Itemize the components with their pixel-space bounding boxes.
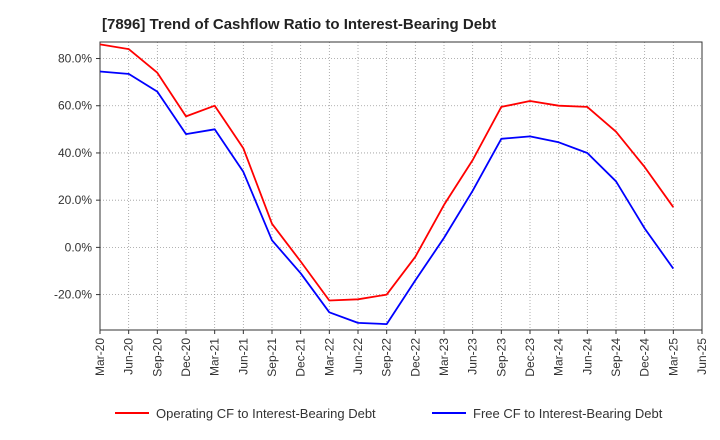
legend: Operating CF to Interest-Bearing Debt Fre… xyxy=(115,406,663,421)
x-tick-label: Jun-23 xyxy=(466,338,480,375)
x-tick-label: Mar-20 xyxy=(93,338,107,376)
axis-layer: -20.0% 0.0% 20.0% 40.0% 60.0% 80.0% Mar-20 Jun-… xyxy=(54,41,709,377)
y-tick-label: 0.0% xyxy=(65,240,93,254)
grid-layer xyxy=(99,42,703,330)
x-tick-label: Dec-22 xyxy=(408,338,422,377)
x-tick-label: Sep-21 xyxy=(265,338,279,377)
x-tick-label: Mar-25 xyxy=(666,338,680,376)
plot-frame xyxy=(99,41,703,331)
x-tick-label: Mar-22 xyxy=(322,338,336,376)
x-tick-label: Dec-20 xyxy=(179,338,193,377)
x-tick-label: Mar-23 xyxy=(437,338,451,376)
x-tick-label: Jun-21 xyxy=(236,338,250,375)
x-tick-label: Jun-22 xyxy=(351,338,365,375)
y-tick-label: 80.0% xyxy=(58,52,92,66)
chart-title: [7896] Trend of Cashflow Ratio to Intere… xyxy=(102,16,497,33)
y-tick-label: 20.0% xyxy=(58,193,92,207)
series-line-0 xyxy=(99,43,675,302)
x-tick-label: Mar-24 xyxy=(552,338,566,376)
legend-label-0: Operating CF to Interest-Bearing Debt xyxy=(156,406,376,421)
x-tick-label: Sep-23 xyxy=(494,338,508,377)
series-layer xyxy=(99,43,675,326)
x-tick-label: Sep-22 xyxy=(380,338,394,377)
x-tick-label: Dec-23 xyxy=(523,338,537,377)
series-line-1 xyxy=(99,70,675,326)
x-tick-label: Dec-24 xyxy=(638,338,652,377)
x-tick-label: Dec-21 xyxy=(294,338,308,377)
x-tick-label: Sep-24 xyxy=(609,338,623,377)
y-tick-label: 60.0% xyxy=(58,99,92,113)
legend-label-1: Free CF to Interest-Bearing Debt xyxy=(473,406,663,421)
x-tick-label: Jun-20 xyxy=(122,338,136,375)
x-tick-label: Mar-21 xyxy=(208,338,222,376)
x-tick-label: Sep-20 xyxy=(150,338,164,377)
x-tick-label: Jun-24 xyxy=(580,338,594,375)
y-tick-label: 40.0% xyxy=(58,146,92,160)
x-tick-label: Jun-25 xyxy=(695,338,709,375)
y-tick-label: -20.0% xyxy=(54,288,92,302)
